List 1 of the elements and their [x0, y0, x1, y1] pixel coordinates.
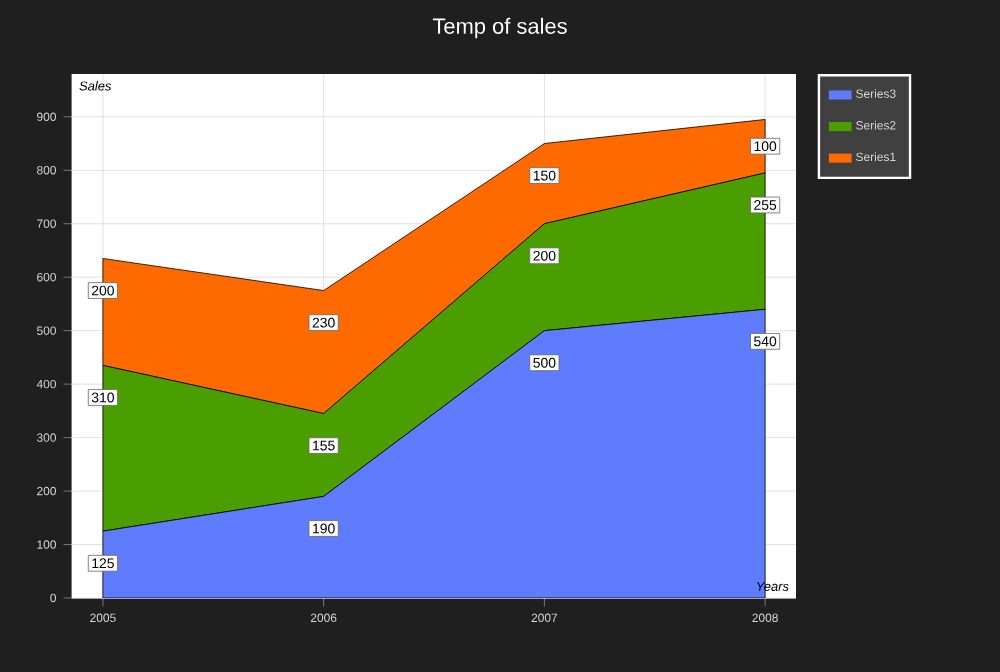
chart-title: Temp of sales [432, 17, 567, 39]
